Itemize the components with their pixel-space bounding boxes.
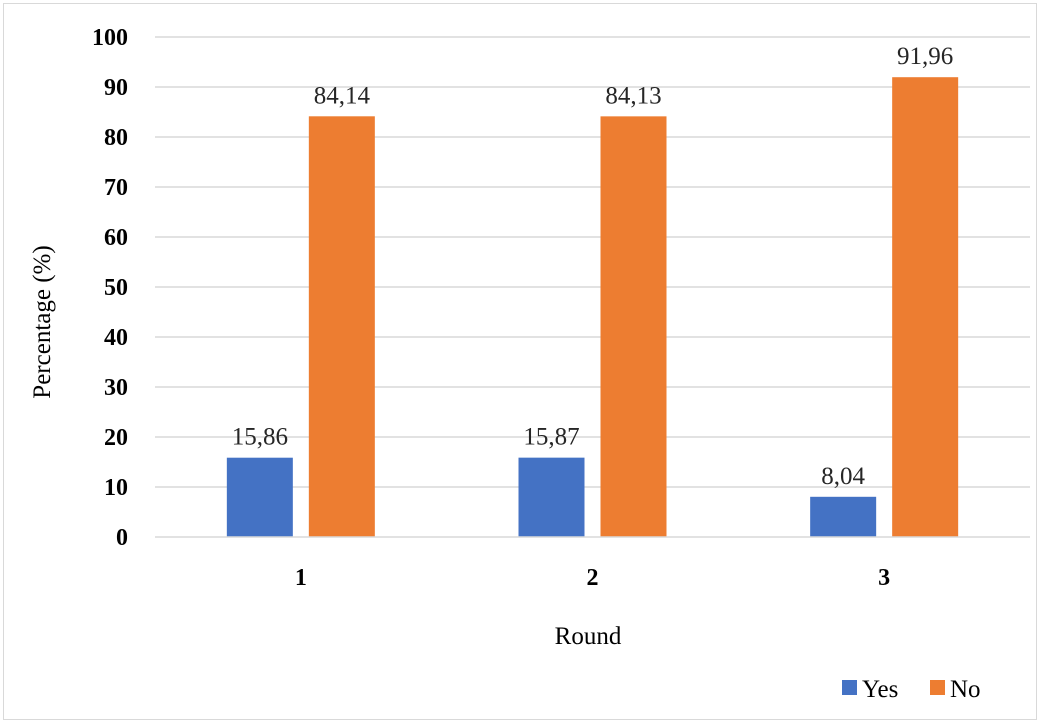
x-tick-label: 1 [295,565,307,591]
data-labels: 15,86 84,14 15,87 84,13 8,04 91,96 [232,43,954,490]
bars [226,77,959,538]
y-tick-label: 0 [116,525,128,551]
x-axis-title: Round [555,623,622,650]
bar-no-1 [308,116,375,538]
data-label: 84,14 [314,82,371,109]
bar-no-2 [600,116,667,537]
y-tick-label: 70 [104,175,128,201]
x-axis-ticks: 1 2 3 [295,565,890,591]
data-label: 15,87 [523,424,579,451]
y-tick-label: 80 [104,125,128,151]
y-tick-label: 10 [104,475,128,501]
legend-label-yes: Yes [862,676,898,703]
bar-no-3 [892,77,959,537]
data-label: 8,04 [821,463,865,490]
y-tick-label: 50 [104,275,128,301]
legend-label-no: No [950,676,981,703]
x-tick-label: 2 [587,565,599,591]
legend-swatch-yes [842,680,857,695]
data-label: 84,13 [605,82,661,109]
bar-yes-2 [518,457,585,537]
y-tick-label: 40 [104,325,128,351]
y-tick-label: 20 [104,425,128,451]
y-tick-label: 90 [104,75,128,101]
data-label: 15,86 [232,424,288,451]
y-tick-label: 30 [104,375,128,401]
legend-swatch-no [930,680,945,695]
data-label: 91,96 [897,43,953,70]
bar-yes-3 [810,496,877,537]
chart-frame [3,3,1037,720]
legend: Yes No [842,676,981,703]
y-tick-label: 100 [92,25,128,51]
y-axis-ticks: 0 10 20 30 40 50 60 70 80 90 100 [92,25,128,551]
y-tick-label: 60 [104,225,128,251]
gridlines [155,36,1030,488]
x-tick-label: 3 [878,565,890,591]
bar-yes-1 [226,457,293,537]
y-axis-title: Percentage (%) [29,245,56,398]
